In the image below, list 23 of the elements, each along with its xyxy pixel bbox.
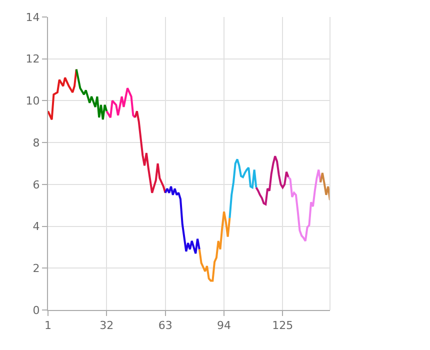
x-tick-label: 1 xyxy=(44,319,52,332)
y-tick-label: 14 xyxy=(26,10,40,24)
y-tick-label: 8 xyxy=(32,136,40,150)
x-tick-label: 94 xyxy=(217,319,232,332)
x-tick-label: 32 xyxy=(100,319,114,332)
x-tick-label: 125 xyxy=(272,319,294,332)
line-series xyxy=(198,210,231,282)
y-tick-label: 6 xyxy=(32,178,40,192)
line-series xyxy=(164,186,200,254)
y-tick-label: 4 xyxy=(32,220,40,234)
line-series xyxy=(75,68,108,121)
y-tick-label: 10 xyxy=(26,94,40,108)
y-tick-label: 0 xyxy=(32,304,40,317)
line-series xyxy=(106,87,136,118)
line-series xyxy=(228,158,258,219)
line-series xyxy=(287,168,322,242)
x-tick-label: 63 xyxy=(158,319,172,332)
line-series xyxy=(48,68,78,121)
line-series xyxy=(134,110,166,194)
line-series xyxy=(320,172,330,202)
y-tick-label: 12 xyxy=(26,52,40,66)
y-tick-label: 2 xyxy=(32,262,40,275)
line-series xyxy=(255,155,290,206)
